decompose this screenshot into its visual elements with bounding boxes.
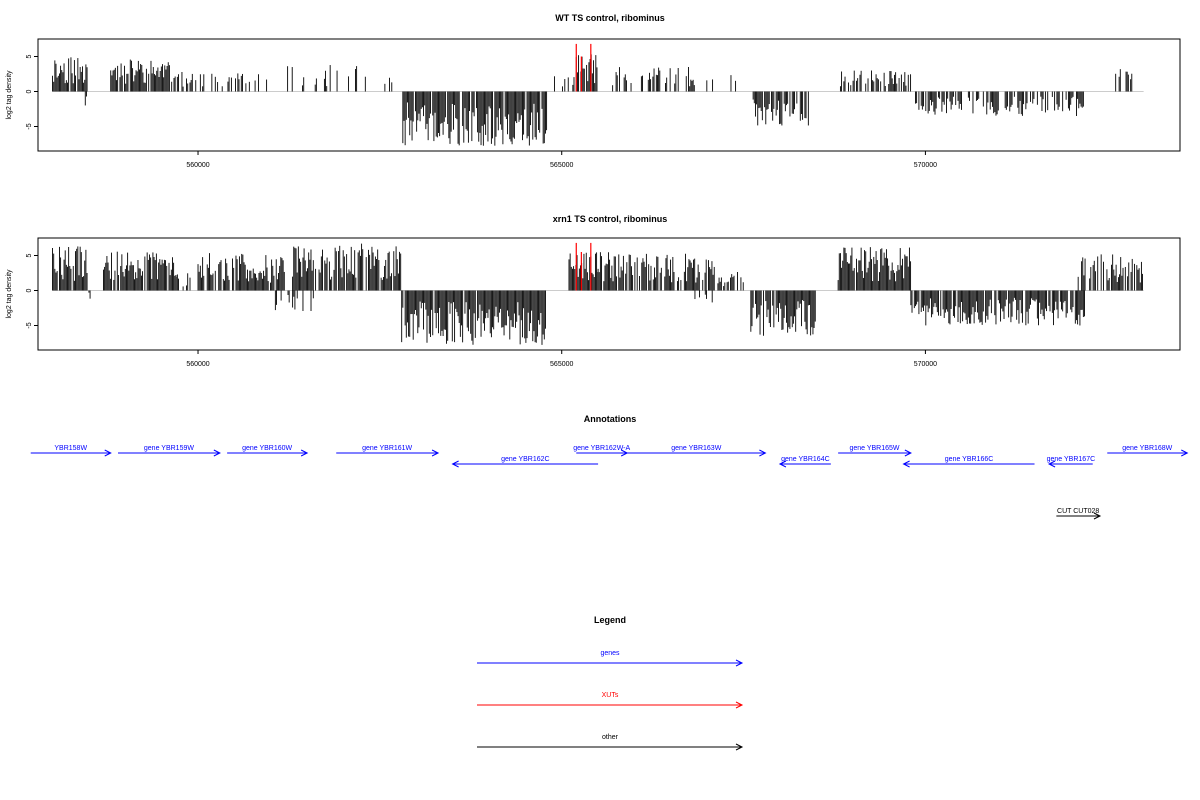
arrow-head — [1093, 512, 1102, 520]
arrow-head — [213, 449, 221, 457]
y-tick-label: 0 — [26, 288, 33, 292]
arrow-head — [1181, 449, 1189, 457]
legend-label: other — [602, 734, 619, 741]
arrow-head — [735, 701, 744, 709]
y-tick-label: -5 — [26, 322, 33, 328]
x-tick-label: 570000 — [914, 162, 937, 169]
gene-feature: gene YBR167C — [1047, 456, 1096, 468]
arrow-head — [735, 659, 744, 667]
gene-label: YBR158W — [54, 445, 87, 452]
gene-label: gene YBR165W — [849, 445, 899, 452]
gene-feature: gene YBR160W — [227, 445, 309, 457]
gene-feature: gene YBR161W — [336, 445, 440, 457]
gene-feature: gene YBR166C — [902, 456, 1035, 468]
legend-title: Legend — [594, 615, 626, 625]
arrow-head — [104, 449, 112, 457]
gene-feature: YBR158W — [30, 445, 112, 457]
track-panel: xrn1 TS control, ribominus -5 0 5 log2 tag d… — [6, 214, 1181, 368]
gene-feature: gene YBR159W — [118, 445, 221, 457]
legend-item: XUTs — [477, 692, 744, 709]
legend-item: genes — [477, 650, 744, 667]
gene-label: gene YBR162W-A — [573, 445, 630, 452]
arrow-head — [902, 460, 910, 468]
legend-item: other — [477, 734, 744, 751]
arrow-head — [904, 449, 912, 457]
legend: Legend genes XUTs other — [477, 615, 744, 751]
gene-feature: gene YBR163W — [627, 445, 767, 457]
gene-label: gene YBR168W — [1122, 445, 1172, 452]
gene-label: gene YBR164C — [781, 456, 830, 463]
gene-feature: gene YBR162C — [451, 456, 599, 468]
density-bars — [52, 243, 1144, 345]
arrow-head — [778, 460, 787, 468]
y-axis-label: log2 tag density — [6, 70, 13, 120]
y-tick-label: -5 — [26, 123, 33, 129]
y-tick-label: 5 — [26, 54, 33, 58]
arrow-head — [300, 449, 309, 457]
gene-label: gene YBR167C — [1047, 456, 1096, 463]
y-tick-label: 5 — [26, 253, 33, 257]
gene-label: gene YBR160W — [242, 445, 292, 452]
panel-title: WT TS control, ribominus — [555, 13, 665, 23]
x-tick-label: 565000 — [550, 361, 573, 368]
x-tick-label: 560000 — [186, 361, 209, 368]
gene-feature: gene YBR165W — [838, 445, 912, 457]
gene-label: gene YBR163W — [671, 445, 721, 452]
gene-feature: gene YBR168W — [1107, 445, 1189, 457]
plot-frame — [37, 237, 1181, 351]
y-tick-label: 0 — [26, 89, 33, 93]
gene-label: gene YBR159W — [144, 445, 194, 452]
x-tick-label: 560000 — [186, 162, 209, 169]
arrow-head — [431, 449, 440, 457]
gene-feature: CUT CUT028 — [1056, 508, 1102, 520]
arrow-head — [735, 743, 744, 751]
gene-label: gene YBR166C — [945, 456, 994, 463]
gene-feature: gene YBR164C — [778, 456, 831, 468]
legend-label: XUTs — [602, 692, 619, 699]
gene-feature: gene YBR162W-A — [573, 445, 631, 457]
gene-label: gene YBR161W — [362, 445, 412, 452]
annotations-track: Annotations YBR158W gene YBR159W gene YBR16… — [30, 414, 1189, 520]
legend-label: genes — [600, 650, 620, 657]
plot-frame — [37, 38, 1181, 152]
arrow-head — [451, 460, 459, 468]
gene-label: CUT CUT028 — [1057, 508, 1099, 515]
panel-title: xrn1 TS control, ribominus — [553, 214, 668, 224]
y-axis-label: log2 tag density — [6, 269, 13, 319]
gene-label: gene YBR162C — [501, 456, 550, 463]
density-bars — [52, 54, 1133, 146]
x-tick-label: 570000 — [914, 361, 937, 368]
arrow-head — [759, 449, 767, 457]
arrow-head — [1047, 460, 1056, 468]
annotations-title: Annotations — [584, 414, 637, 424]
track-panel: WT TS control, ribominus -5 0 5 log2 tag den… — [6, 13, 1181, 169]
x-tick-label: 565000 — [550, 162, 573, 169]
